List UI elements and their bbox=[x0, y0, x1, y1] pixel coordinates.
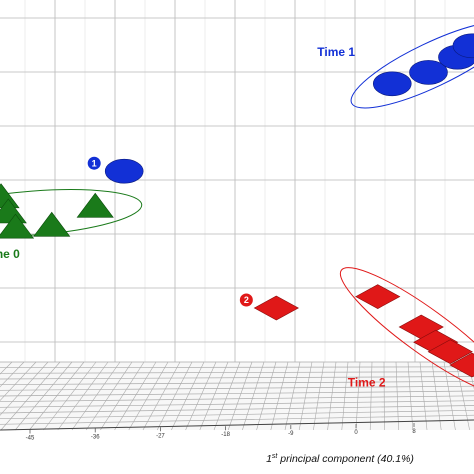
floor-line-width bbox=[256, 361, 277, 431]
floor-line-width bbox=[431, 361, 442, 431]
floor-line-width bbox=[57, 361, 109, 431]
group-ellipses bbox=[0, 21, 474, 395]
floor-line-width bbox=[0, 361, 37, 402]
outlier-badge bbox=[238, 292, 254, 308]
x-axis-line bbox=[0, 419, 474, 431]
floor-line-width bbox=[242, 361, 265, 431]
floor-line-width bbox=[227, 361, 253, 431]
floor-line-width bbox=[369, 361, 373, 431]
floor-line-width bbox=[455, 361, 470, 431]
group-label: Time 2 bbox=[348, 376, 386, 390]
floor-line-width bbox=[156, 361, 193, 431]
x-tick-label: -27 bbox=[156, 433, 165, 439]
floor-line-width bbox=[313, 361, 325, 431]
x-tick-label: -18 bbox=[221, 432, 230, 438]
floor-grid bbox=[0, 361, 474, 431]
floor-line-depth bbox=[0, 371, 474, 374]
floor-line-depth bbox=[0, 385, 474, 391]
data-point bbox=[409, 60, 448, 85]
floor-line-depth bbox=[0, 405, 474, 414]
x-tick-label: 8 bbox=[412, 429, 416, 435]
floor-line-width bbox=[213, 361, 241, 431]
floor-line-width bbox=[43, 361, 97, 431]
floor-line-width bbox=[327, 361, 337, 431]
floor-line-width bbox=[443, 361, 456, 431]
floor-line-width bbox=[298, 361, 313, 431]
data-point bbox=[355, 284, 401, 309]
floor-line-width bbox=[100, 361, 145, 431]
outlier-badge-label: 1 bbox=[92, 158, 97, 168]
floor-line-width bbox=[128, 361, 169, 431]
x-axis-ticks: -45 -36 -27 -18 -9 0 8 bbox=[26, 423, 416, 441]
floor-line-width bbox=[114, 361, 157, 431]
x-axis-title-rest: principal component (40.1%) bbox=[277, 453, 414, 465]
floor-line-width bbox=[0, 361, 25, 388]
data-markers bbox=[0, 33, 474, 378]
floor-line-width bbox=[171, 361, 205, 431]
data-point bbox=[372, 71, 412, 97]
floor-line-width bbox=[29, 361, 85, 431]
data-point bbox=[449, 352, 474, 378]
floor-line-width bbox=[407, 361, 414, 431]
floor-line-width bbox=[0, 361, 13, 375]
floor-line-width bbox=[14, 361, 73, 431]
floor-line-width bbox=[0, 361, 61, 431]
floor-line-depth bbox=[0, 376, 474, 380]
floor-line-width bbox=[85, 361, 133, 431]
x-axis-title-sup: st bbox=[272, 453, 279, 460]
floor-line-width bbox=[419, 361, 428, 431]
data-point bbox=[452, 33, 474, 59]
data-point bbox=[33, 211, 71, 237]
outlier-badge-label: 2 bbox=[244, 295, 249, 305]
data-point bbox=[427, 339, 473, 365]
floor-line-depth bbox=[0, 390, 474, 397]
group-ellipse bbox=[350, 21, 474, 109]
floor-plane bbox=[0, 362, 474, 430]
data-point bbox=[0, 198, 27, 224]
floor-line-width bbox=[284, 361, 301, 431]
group-ellipse bbox=[339, 267, 474, 395]
floor-line-width bbox=[142, 361, 181, 431]
floor-line-width bbox=[270, 361, 289, 431]
outlier-point bbox=[253, 295, 299, 321]
x-axis-title-prefix: 1 bbox=[266, 453, 272, 465]
floor-line-width bbox=[185, 361, 217, 431]
floor-line-width bbox=[341, 361, 349, 431]
floor-line-depth bbox=[0, 414, 474, 425]
floor-line-width bbox=[199, 361, 229, 431]
outlier-point bbox=[104, 158, 144, 184]
back-wall-grid bbox=[0, 0, 474, 362]
group-labels: Time 0 Time 1 Time 2 1 2 bbox=[0, 45, 386, 390]
floor-line-depth bbox=[0, 409, 474, 420]
x-tick-label: 0 bbox=[354, 430, 358, 436]
outlier-badge bbox=[86, 155, 102, 171]
data-point bbox=[0, 183, 20, 209]
x-axis-title: 1st principal component (40.1%) bbox=[266, 453, 414, 465]
floor-line-width bbox=[0, 361, 49, 416]
x-tick-label: -9 bbox=[288, 431, 294, 437]
floor-line-width bbox=[71, 361, 121, 431]
floor-line-width bbox=[355, 361, 361, 431]
group-label: Time 0 bbox=[0, 247, 20, 261]
x-tick-label: -45 bbox=[26, 435, 35, 441]
floor-line-width bbox=[395, 361, 399, 431]
group-label: Time 1 bbox=[317, 45, 355, 59]
floor-line-depth bbox=[0, 366, 474, 369]
data-point bbox=[0, 213, 35, 239]
x-tick-label: -36 bbox=[91, 434, 100, 440]
data-point bbox=[76, 192, 114, 218]
floor-line-depth bbox=[0, 395, 474, 403]
